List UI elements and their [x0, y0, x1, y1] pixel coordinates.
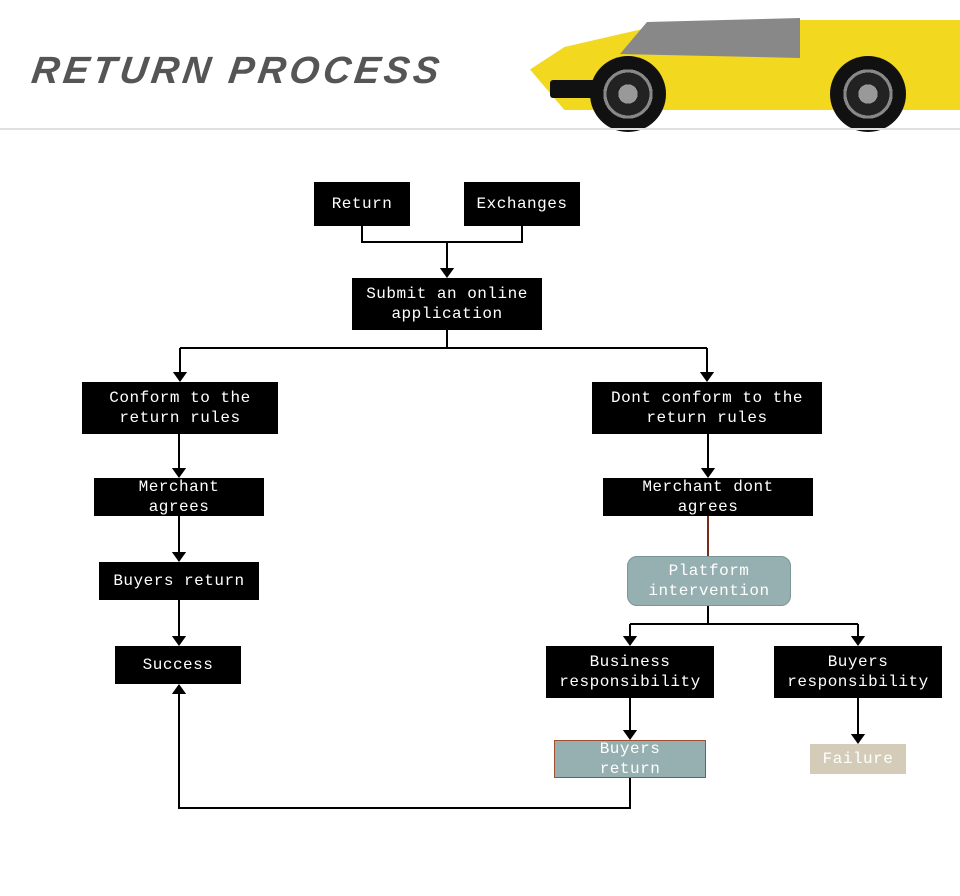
node-success: Success [115, 646, 241, 684]
node-submit: Submit an online application [352, 278, 542, 330]
node-platform: Platform intervention [627, 556, 791, 606]
node-failure: Failure [810, 744, 906, 774]
car-graphic [530, 0, 960, 128]
node-biz_resp: Business responsibility [546, 646, 714, 698]
node-exchanges: Exchanges [464, 182, 580, 226]
node-conform: Conform to the return rules [82, 382, 278, 434]
edge [630, 606, 858, 636]
flowchart-stage: Return Exchanges Submit an online applicat… [0, 130, 960, 896]
node-buyers_ret1: Buyers return [99, 562, 259, 600]
node-dontconform: Dont conform to the return rules [592, 382, 822, 434]
node-buy_resp: Buyers responsibility [774, 646, 942, 698]
node-buyers_ret2: Buyers return [554, 740, 706, 778]
node-return: Return [314, 182, 410, 226]
header-banner: RETURN PROCESS [0, 0, 960, 130]
edge [180, 330, 707, 372]
edge [362, 226, 522, 268]
page-title: RETURN PROCESS [29, 50, 446, 93]
node-merch_agree: Merchant agrees [94, 478, 264, 516]
node-merch_dont: Merchant dont agrees [603, 478, 813, 516]
